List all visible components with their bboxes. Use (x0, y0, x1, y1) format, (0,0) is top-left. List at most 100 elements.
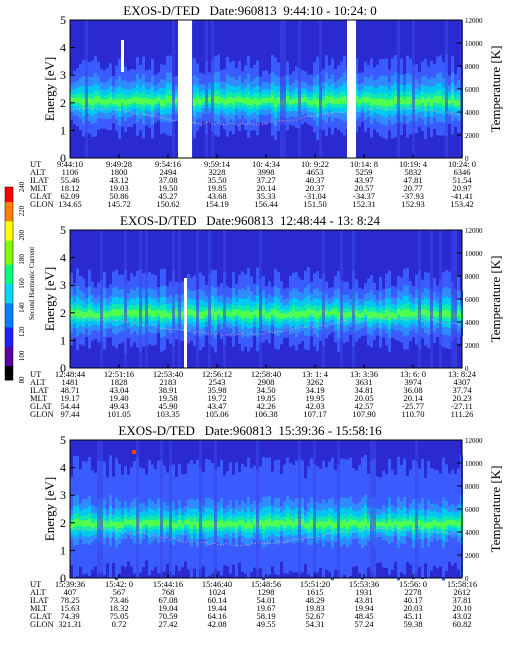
y-tick-label: 2 (60, 96, 66, 110)
y-axis-label: Energy [eV] (42, 477, 57, 541)
spectrogram-cell (259, 99, 262, 105)
table-cell: 78.25 (60, 595, 79, 605)
spectrogram-cell (343, 312, 346, 319)
table-cell: 43.47 (207, 401, 226, 411)
y-tick-label: 1 (60, 333, 66, 347)
table-cell: 59.38 (403, 619, 422, 629)
spectrogram-cell (316, 311, 319, 319)
table-cell: 3228 (209, 167, 226, 177)
spectrogram-cell (289, 311, 292, 319)
table-cell: 20.03 (403, 603, 422, 613)
colorbar-cell (5, 375, 13, 381)
spectrogram-cell (298, 311, 301, 318)
row-label: GLON (30, 199, 54, 209)
spectrogram-cell (253, 310, 256, 315)
spectrogram-cell (283, 20, 286, 158)
spectrogram-cell (121, 308, 124, 316)
spectrogram-cell (454, 230, 457, 368)
spectrogram-cell (451, 520, 454, 526)
spectrogram-cell (436, 311, 439, 317)
table-cell: 20.23 (452, 393, 471, 403)
spectrogram-cell (406, 97, 409, 105)
table-cell: 156.44 (254, 199, 278, 209)
spectrogram-cell (400, 521, 403, 528)
table-cell: 15:53:36 (349, 579, 379, 589)
row-label: ALT (30, 377, 47, 387)
spectrogram-cell (331, 96, 334, 104)
table-cell: 15:39:36 (55, 579, 85, 589)
spectrogram-cell (250, 99, 253, 106)
spectrogram-cell (172, 522, 175, 529)
spectrogram-cell (271, 310, 274, 315)
spectrogram-cell (85, 520, 88, 527)
table-cell: 37.81 (452, 595, 471, 605)
table-cell: 9:59:14 (204, 159, 231, 169)
spectrogram-cell (295, 311, 298, 319)
colorbar-tick-label: 140 (18, 302, 26, 313)
table-cell: 20.14 (403, 393, 423, 403)
table-cell: 19.72 (207, 393, 226, 403)
spectrogram-cell (442, 521, 445, 530)
spectrogram-cell (274, 519, 277, 527)
table-cell: 40.37 (305, 175, 324, 185)
spectrogram-cell (412, 522, 415, 530)
colorbar-tick-label: 160 (18, 278, 26, 289)
spectrogram-cell (160, 310, 163, 319)
spectrogram-cell (76, 97, 79, 103)
spectrogram-cell (202, 97, 205, 103)
table-cell: -37.93 (402, 191, 424, 201)
spectrogram-cell (307, 100, 310, 105)
table-cell: 10:24: 0 (448, 159, 476, 169)
spectrogram-cell (151, 98, 154, 107)
table-cell: 153.42 (450, 199, 473, 209)
y2-tick-label: 2000 (465, 132, 480, 140)
spectrogram-cell (85, 312, 88, 317)
spectrogram-cell (418, 230, 421, 368)
spectrogram-cell (106, 522, 109, 528)
table-cell: 105.06 (205, 409, 228, 419)
spectrogram-cell (250, 522, 253, 529)
spectrogram-cell (241, 311, 244, 319)
spectrogram-cell (283, 521, 286, 528)
spectrogram-cell (175, 310, 178, 317)
spectrogram-cell (136, 440, 139, 578)
spectrogram-cell (379, 98, 382, 106)
colorbar-cell (5, 346, 13, 352)
spectrogram-cell (211, 20, 214, 158)
spectrogram-cell (364, 518, 367, 527)
spectrogram-cell (130, 98, 133, 104)
spectrogram-cell (199, 440, 202, 578)
spectrogram-cell (178, 519, 181, 527)
spectrogram-cell (220, 520, 223, 528)
spectrogram-cell (310, 309, 313, 315)
spectrogram-cell (151, 310, 154, 317)
spectrogram-cell (370, 98, 373, 106)
table-cell: 0.72 (112, 619, 127, 629)
table-cell: 15:51:20 (300, 579, 330, 589)
colorbar-cell (5, 317, 13, 323)
colorbar-cell (5, 331, 13, 338)
colorbar-cell (5, 326, 13, 333)
colorbar-cell (5, 259, 13, 265)
table-cell: 106.38 (254, 409, 277, 419)
spectrogram-cell (247, 310, 250, 318)
table-cell: 13: 1: 4 (302, 369, 329, 379)
data-gap (184, 278, 187, 368)
spectrogram-cell (454, 100, 457, 106)
spectrogram-cell (367, 96, 370, 103)
spectrogram-cell (193, 518, 196, 525)
spectrogram-cell (349, 312, 352, 317)
spectrogram-cell (253, 519, 256, 525)
spectrogram-cell (124, 519, 127, 525)
spectrogram-cell (97, 312, 100, 319)
spectrogram-cell (295, 97, 298, 104)
colorbar-cell (5, 249, 13, 256)
colorbar-cell (5, 307, 13, 313)
spectrogram-cell (397, 308, 400, 315)
spectrogram-cell (457, 99, 460, 106)
spectrogram-cell (364, 309, 367, 315)
spectrogram-cell (385, 99, 388, 107)
spectrogram-cell (325, 310, 328, 316)
y2-tick-label: 12000 (465, 17, 483, 25)
